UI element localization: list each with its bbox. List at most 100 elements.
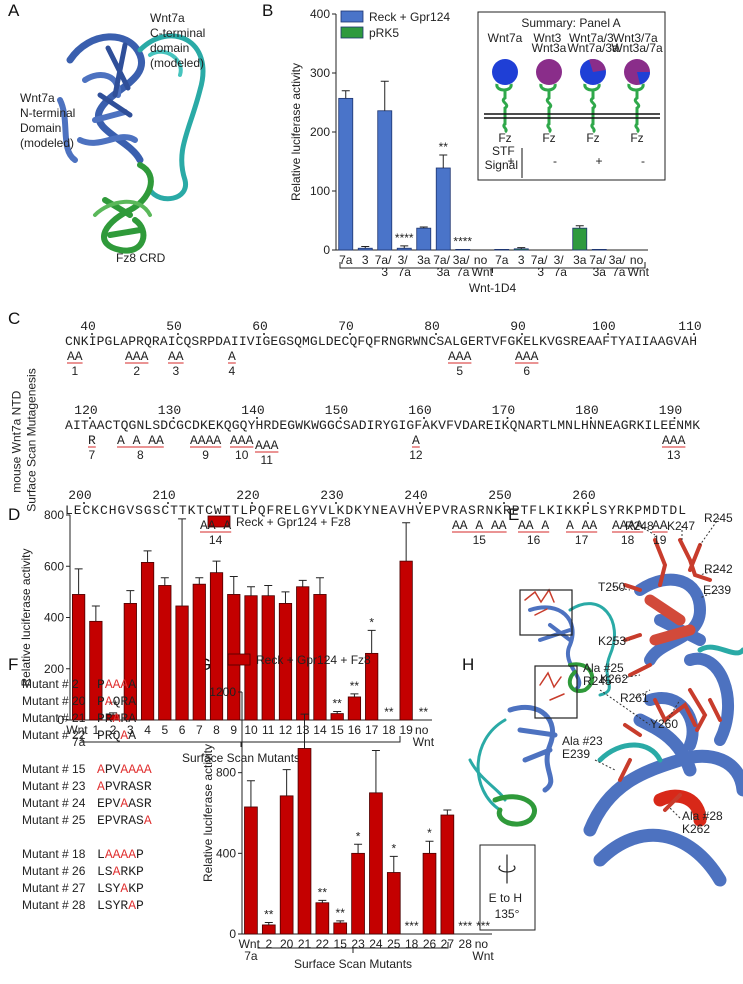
bracket (257, 942, 449, 953)
x-tick-label: Wnt 7a (239, 937, 264, 963)
mutant-sequence: LSYAKP (97, 881, 144, 896)
protein-ribbon (97, 42, 133, 118)
bar (591, 249, 607, 251)
text-line: K262 (682, 822, 710, 836)
alanine-substitution: AA A AA (452, 518, 507, 533)
receptor-label: Fz (498, 131, 511, 145)
mutant-sequence: EPVAASR (97, 796, 152, 811)
legend-label: pRK5 (369, 26, 399, 40)
significance-label: ** (384, 705, 394, 719)
significance-label: *** (405, 919, 419, 933)
error-bar (282, 769, 291, 796)
residue-label: K253 (598, 634, 626, 648)
legend-label: Reck + Gpr124 + Fz8 (256, 653, 371, 667)
x-tick-label: 3a/ 7a (453, 253, 473, 279)
bar (513, 248, 529, 251)
text-line: 7a (398, 265, 412, 279)
residue-dot (423, 417, 425, 419)
protein-ribbon (66, 33, 146, 164)
residue-label: R248 (625, 519, 654, 533)
leader-line (639, 525, 656, 536)
mutation-number: 1 (71, 364, 78, 378)
sequence-part: AAAA (120, 762, 151, 777)
mutation-number: 14 (209, 533, 223, 547)
mutant-label: Mutant # 21 (22, 711, 86, 725)
error-bar (336, 920, 345, 923)
text-line: 22 (316, 937, 330, 951)
mutant-label: Mutant # 24 (22, 796, 86, 810)
significance-label: *** (476, 919, 490, 933)
text-line: 26 (423, 937, 437, 951)
error-bar (229, 576, 238, 595)
text-line: Wnt (239, 937, 264, 951)
error-bar (195, 577, 204, 585)
leader-line (669, 807, 681, 819)
text-line: (modeled) (20, 136, 74, 150)
bar (357, 247, 373, 251)
text-line: 3 (381, 265, 388, 279)
text-line: 7a (339, 253, 353, 267)
text-line: Wnt3/7a (613, 31, 661, 45)
error-bar (380, 80, 389, 111)
residue-label: Ala #25 R245 (583, 661, 627, 688)
text-line: 25 (387, 937, 401, 951)
x-tick-label: 3 (518, 253, 525, 267)
x-tick-label: no Wnt (628, 253, 650, 279)
sequence-part: EPV (97, 796, 121, 811)
structure-label: Wnt7a N-terminal Domain (modeled) (20, 91, 79, 150)
sequence-part: RA (120, 711, 136, 726)
x-tick-label: 7 (196, 723, 203, 737)
mutation-number: 15 (473, 533, 487, 547)
residue-label: K247 (667, 519, 695, 533)
residue-number: 140 (241, 403, 264, 418)
bar (369, 792, 383, 935)
sequence-part: PV (105, 762, 121, 777)
x-tick-label: 3/ 7a (398, 253, 412, 279)
protein-ribbon (568, 602, 616, 697)
bar (396, 247, 412, 251)
residue-dot (339, 417, 342, 419)
rotation-icon (498, 854, 516, 884)
mutation-number: 10 (235, 448, 249, 462)
protein-ribbon (137, 33, 206, 202)
sequence-part: A (113, 864, 121, 879)
text-line: 1 (93, 723, 100, 737)
alanine-substitution: AA A (518, 518, 549, 533)
error-bar (91, 605, 100, 622)
bar (297, 748, 312, 935)
leader-line (664, 699, 681, 725)
error-bar (350, 693, 359, 697)
mutation-number: 12 (409, 448, 423, 462)
mutation-number: 17 (575, 533, 589, 547)
residue-number: 260 (572, 488, 595, 503)
mutant-sequence: LAAAAP (97, 847, 144, 862)
error-bar (361, 245, 370, 249)
alanine-substitution: AAA (230, 433, 254, 448)
text-line: 9 (230, 723, 237, 737)
significance-label: ** (264, 908, 274, 922)
error-bar (389, 855, 398, 873)
x-tick-label: 7a (339, 253, 353, 267)
residue-number: 70 (338, 319, 354, 334)
error-bar (333, 711, 342, 714)
protein-ribbon (583, 713, 743, 887)
sequence-part: QRA (113, 694, 137, 709)
error-bar (443, 809, 452, 816)
legend-swatch (207, 515, 231, 528)
ligand-label: Wnt7a/3 Wnt7a/3a (567, 31, 619, 55)
bar (351, 852, 365, 935)
significance-label: **** (453, 234, 472, 248)
protein-ribbon (653, 789, 707, 827)
significance-label: ** (108, 698, 118, 712)
text-line: Relative luciferase activity (289, 63, 303, 201)
mutant-sequence: PAAAA (97, 677, 136, 692)
alanine-substitution: A (228, 349, 236, 364)
significance-label: ** (439, 140, 449, 154)
y-tick-label: 800 (216, 766, 236, 780)
residue-dot (172, 417, 175, 419)
bar (279, 795, 294, 935)
residue-number: 210 (152, 488, 175, 503)
text-line: 12 (279, 723, 293, 737)
inset-title: Summary: Panel A (521, 16, 620, 30)
